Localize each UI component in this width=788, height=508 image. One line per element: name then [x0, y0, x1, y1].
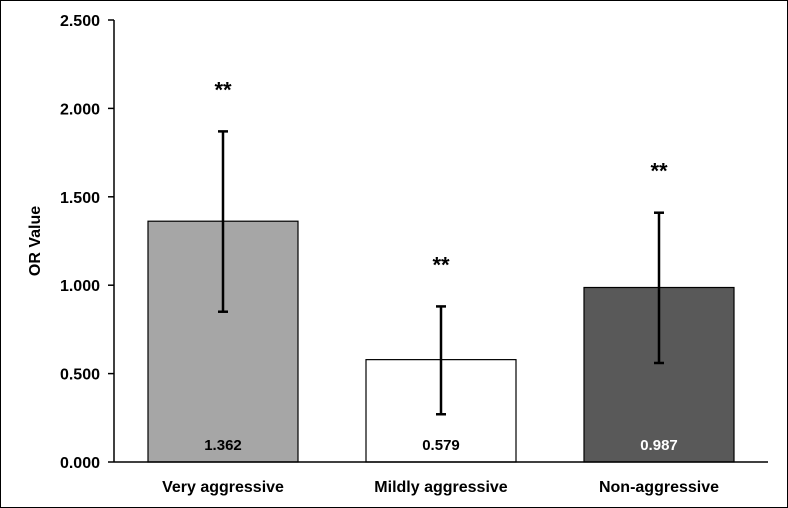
y-tick-label: 0.500: [60, 367, 100, 384]
y-axis-ticks: 0.000 0.500 1.000 1.500 2.000 2.500: [60, 13, 114, 472]
significance-annotation: **: [650, 159, 668, 184]
bar-value-label: 1.362: [204, 437, 242, 454]
y-axis-title: OR Value: [27, 206, 44, 276]
bar-value-label: 0.987: [640, 437, 678, 454]
y-tick-label: 2.000: [60, 101, 100, 118]
labels: 1.362 ** Very aggressive 0.579 ** Mildly aggr…: [162, 77, 719, 496]
significance-annotation: **: [214, 77, 232, 102]
x-category-label: Very aggressive: [162, 479, 284, 496]
error-bars: [218, 130, 664, 416]
bar-value-label: 0.579: [422, 437, 460, 454]
y-tick-label: 1.000: [60, 278, 100, 295]
x-category-label: Non-aggressive: [599, 479, 719, 496]
y-tick-label: 1.500: [60, 190, 100, 207]
y-tick-label: 2.500: [60, 13, 100, 30]
y-tick-label: 0.000: [60, 455, 100, 472]
x-category-label: Mildly aggressive: [374, 479, 507, 496]
significance-annotation: **: [432, 252, 450, 277]
